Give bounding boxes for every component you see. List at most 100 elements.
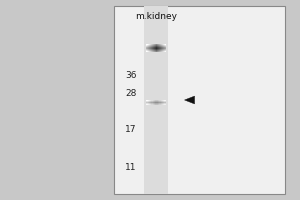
Bar — [152, 104, 153, 105]
Bar — [163, 100, 164, 101]
Bar — [155, 45, 156, 46]
Bar — [152, 102, 153, 103]
Bar — [152, 48, 153, 49]
Bar — [149, 101, 150, 102]
Bar — [160, 44, 161, 45]
Bar — [154, 104, 155, 105]
Bar — [154, 103, 155, 104]
Bar — [163, 44, 164, 45]
Bar — [157, 45, 158, 46]
Bar — [164, 47, 166, 48]
Bar — [148, 46, 149, 47]
Bar — [157, 104, 158, 105]
Bar — [153, 104, 154, 105]
Bar — [160, 101, 162, 102]
Bar — [158, 103, 159, 104]
Bar — [151, 44, 152, 45]
Bar — [166, 46, 167, 47]
Text: 28: 28 — [125, 90, 136, 98]
Bar — [158, 48, 159, 49]
Bar — [149, 100, 150, 101]
Bar — [159, 45, 160, 46]
Bar — [157, 104, 158, 105]
Bar — [162, 50, 163, 51]
Bar — [157, 50, 158, 51]
Bar — [114, 6, 285, 194]
Bar — [155, 101, 157, 102]
Bar — [163, 102, 164, 103]
Bar — [164, 103, 166, 104]
Bar — [148, 51, 149, 52]
Bar — [162, 49, 163, 50]
Bar — [146, 100, 148, 101]
Bar — [150, 46, 151, 47]
Bar — [158, 101, 159, 102]
Bar — [150, 103, 152, 104]
Bar — [160, 46, 161, 47]
Bar — [146, 47, 148, 48]
Bar — [160, 104, 162, 105]
Bar — [146, 47, 147, 48]
Bar — [158, 50, 159, 51]
Bar — [164, 104, 166, 105]
Bar — [166, 51, 167, 52]
Bar — [146, 51, 148, 52]
Bar — [150, 49, 151, 50]
Bar — [158, 100, 159, 101]
Text: m.kidney: m.kidney — [135, 12, 177, 21]
Bar — [146, 101, 148, 102]
Bar — [163, 102, 164, 103]
Bar — [153, 51, 154, 52]
Bar — [158, 51, 159, 52]
Bar — [159, 48, 160, 49]
Bar — [154, 49, 155, 50]
Bar — [154, 100, 155, 101]
Bar — [150, 102, 152, 103]
Bar — [149, 44, 150, 45]
Bar — [154, 50, 155, 51]
Bar — [152, 100, 153, 101]
Bar — [150, 102, 152, 103]
Bar — [164, 48, 166, 49]
Bar — [153, 46, 154, 47]
Bar — [146, 103, 148, 104]
Bar — [166, 44, 167, 45]
Bar — [159, 101, 160, 102]
Bar — [146, 48, 148, 49]
Polygon shape — [184, 96, 195, 104]
Bar — [152, 101, 153, 102]
Bar — [164, 104, 166, 105]
Bar — [162, 102, 163, 103]
Bar — [152, 101, 153, 102]
Bar — [163, 104, 164, 105]
Bar — [152, 50, 153, 51]
Bar — [161, 48, 162, 49]
Bar — [157, 49, 158, 50]
Bar — [153, 45, 154, 46]
Bar — [146, 46, 147, 47]
Bar — [162, 44, 163, 45]
Bar — [148, 44, 149, 45]
Bar — [161, 49, 162, 50]
Bar — [164, 103, 166, 104]
Bar — [157, 44, 158, 45]
Bar — [148, 100, 149, 101]
Bar — [155, 102, 157, 103]
Bar — [150, 103, 152, 104]
Bar — [146, 100, 148, 101]
Bar — [151, 50, 152, 51]
Bar — [153, 101, 154, 102]
Bar — [146, 49, 148, 50]
Bar — [156, 48, 157, 49]
Bar — [164, 101, 166, 102]
Bar — [155, 104, 157, 105]
Bar — [146, 104, 148, 105]
Bar — [159, 101, 160, 102]
Bar — [148, 103, 149, 104]
Bar — [150, 51, 151, 52]
Bar — [163, 46, 164, 47]
Bar — [152, 100, 153, 101]
Bar — [166, 49, 167, 50]
Bar — [158, 102, 159, 103]
Bar — [163, 51, 164, 52]
